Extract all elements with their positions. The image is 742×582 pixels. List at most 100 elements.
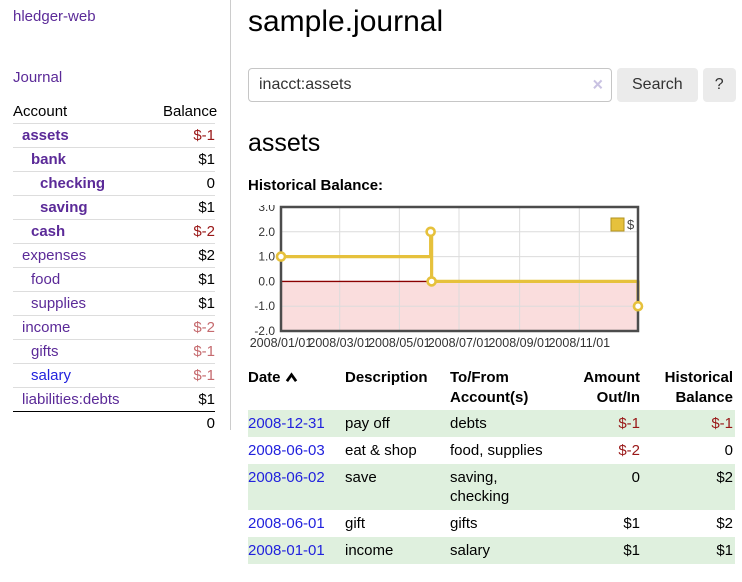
transaction-date-link[interactable]: 2008-12-31 bbox=[248, 415, 325, 432]
account-row: salary $-1 bbox=[13, 363, 215, 388]
register-amount-cell: $1 bbox=[623, 542, 640, 559]
register-description-cell: eat & shop bbox=[345, 442, 417, 459]
account-link[interactable]: assets bbox=[22, 127, 69, 144]
accounts-total-row: 0 bbox=[13, 411, 215, 436]
account-link[interactable]: income bbox=[22, 319, 71, 336]
account-row: supplies $1 bbox=[13, 291, 215, 316]
account-link[interactable]: supplies bbox=[31, 295, 87, 312]
register-accounts-cell: debts bbox=[450, 415, 487, 432]
register-header-date-label: Date bbox=[248, 369, 281, 386]
account-balance: $2 bbox=[198, 247, 215, 264]
register-row: 2008-12-31 pay off debts $-1 $-1 bbox=[248, 410, 735, 437]
account-row: saving $1 bbox=[13, 195, 215, 220]
account-balance: $1 bbox=[198, 391, 215, 408]
search-button[interactable]: Search bbox=[617, 68, 698, 102]
register-header-description: Description bbox=[345, 369, 428, 386]
plot-border bbox=[279, 205, 640, 333]
transaction-date-link[interactable]: 2008-01-01 bbox=[248, 542, 325, 559]
y-tick-label: -1.0 bbox=[254, 299, 275, 313]
account-name-cell: gifts bbox=[13, 340, 163, 364]
accounts-header-balance: Balance bbox=[163, 103, 218, 120]
app-title-link[interactable]: hledger-web bbox=[13, 8, 96, 25]
account-row: income $-2 bbox=[13, 315, 215, 340]
account-balance: $1 bbox=[198, 295, 215, 312]
account-link[interactable]: cash bbox=[31, 223, 66, 240]
account-name-cell: saving bbox=[13, 196, 163, 220]
register-date-cell: 2008-06-03 bbox=[248, 437, 345, 464]
account-name-cell: cash bbox=[13, 220, 163, 244]
register-balance-cell: $-1 bbox=[711, 415, 733, 432]
account-balance: $-1 bbox=[193, 127, 215, 144]
account-balance: 0 bbox=[206, 175, 215, 192]
account-link[interactable]: expenses bbox=[22, 247, 87, 264]
x-tick-label: 2008/01/01 bbox=[250, 336, 313, 350]
transaction-date-link[interactable]: 2008-06-01 bbox=[248, 515, 325, 532]
register-accounts-cell: food, supplies bbox=[450, 442, 543, 459]
x-tick-label: 2008/05/01 bbox=[368, 336, 431, 350]
register-date-cell: 2008-06-02 bbox=[248, 464, 345, 510]
accounts-total-spacer bbox=[13, 412, 163, 436]
account-link[interactable]: food bbox=[31, 271, 61, 288]
account-balance: $-2 bbox=[193, 223, 215, 240]
data-point-marker bbox=[425, 226, 436, 238]
register-row: 2008-06-03 eat & shop food, supplies $-2 0 bbox=[248, 437, 735, 464]
register-balance-cell: $1 bbox=[716, 542, 733, 559]
account-row: gifts $-1 bbox=[13, 339, 215, 364]
account-balance: $1 bbox=[198, 199, 215, 216]
account-row: checking 0 bbox=[13, 171, 215, 196]
account-name-cell: salary bbox=[13, 364, 163, 388]
account-link[interactable]: salary bbox=[31, 367, 72, 384]
search-input-wrap: × bbox=[248, 68, 612, 102]
register-date-cell: 2008-01-01 bbox=[248, 537, 345, 564]
search-input[interactable] bbox=[248, 68, 612, 102]
register-row: 2008-01-01 income salary $1 $1 bbox=[248, 537, 735, 564]
register-balance-cell: $2 bbox=[716, 469, 733, 486]
register-description-cell: pay off bbox=[345, 415, 390, 432]
register-table: Date Description To/From Account(s) Amou… bbox=[248, 367, 735, 564]
historical-balance-chart: $3.0 2.0 1.0 0.0 -1.0 -2.02008/01/012008/03/0… bbox=[250, 200, 644, 350]
account-balance: $-2 bbox=[193, 319, 215, 336]
y-tick-label: -2.0 bbox=[254, 324, 275, 338]
account-link[interactable]: saving bbox=[40, 199, 88, 216]
accounts-header-account: Account bbox=[13, 103, 68, 120]
page-title: sample.journal bbox=[248, 5, 444, 38]
register-accounts-cell: salary bbox=[450, 542, 491, 559]
transaction-date-link[interactable]: 2008-06-03 bbox=[248, 442, 325, 459]
account-name-cell: assets bbox=[13, 124, 163, 148]
register-amount-cell: $1 bbox=[623, 515, 640, 532]
legend-label: $ bbox=[627, 217, 635, 232]
register-amount-cell: $-1 bbox=[618, 415, 640, 432]
account-title: assets bbox=[248, 129, 321, 157]
clear-search-icon[interactable]: × bbox=[592, 74, 603, 95]
register-row: 2008-06-02 save saving, checking 0 $2 bbox=[248, 464, 735, 510]
account-name-cell: food bbox=[13, 268, 163, 292]
help-button[interactable]: ? bbox=[702, 68, 736, 102]
main-content: sample.journal × Search ? assets Histori… bbox=[231, 0, 742, 564]
data-point-marker bbox=[426, 276, 437, 287]
register-description-cell: save bbox=[345, 469, 377, 486]
register-accounts-cell: gifts bbox=[450, 515, 478, 532]
y-tick-label: 2.0 bbox=[258, 225, 275, 239]
transaction-date-link[interactable]: 2008-06-02 bbox=[248, 469, 325, 486]
register-header-accounts: To/From Account(s) bbox=[450, 369, 529, 406]
register-header-balance: Historical Balance bbox=[664, 369, 733, 406]
account-link[interactable]: bank bbox=[31, 151, 67, 168]
account-link[interactable]: checking bbox=[40, 175, 106, 192]
account-balance: $-1 bbox=[193, 367, 215, 384]
register-header-date[interactable]: Date bbox=[248, 367, 345, 410]
y-tick-label: 0.0 bbox=[258, 274, 275, 288]
account-link[interactable]: liabilities:debts bbox=[22, 391, 120, 408]
register-description-cell: income bbox=[345, 542, 394, 559]
account-link[interactable]: gifts bbox=[31, 343, 59, 360]
data-point-marker bbox=[275, 251, 287, 262]
register-amount-cell: 0 bbox=[631, 469, 640, 486]
x-tick-label: 2008/09/01 bbox=[488, 336, 551, 350]
search-form: × Search ? bbox=[248, 68, 742, 102]
data-point-marker bbox=[632, 300, 644, 312]
y-tick-label: 3.0 bbox=[258, 205, 275, 214]
account-row: assets $-1 bbox=[13, 123, 215, 148]
account-row: food $1 bbox=[13, 267, 215, 292]
account-row: expenses $2 bbox=[13, 243, 215, 268]
journal-link[interactable]: Journal bbox=[13, 69, 63, 86]
register-accounts-cell: saving, checking bbox=[450, 469, 510, 505]
